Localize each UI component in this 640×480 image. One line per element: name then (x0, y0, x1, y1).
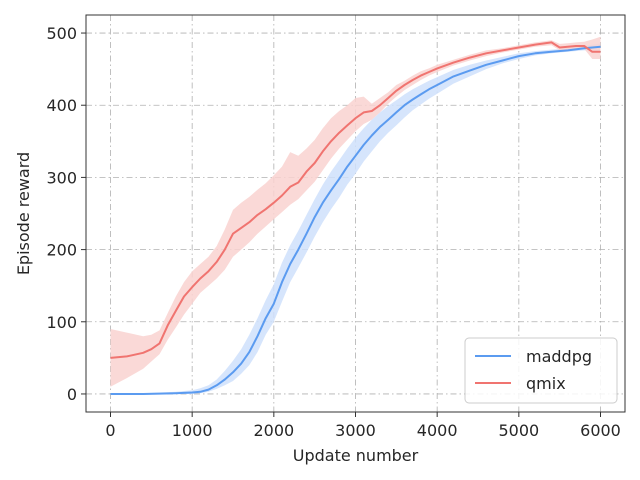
qmix-line (110, 41, 601, 359)
legend-box (464, 337, 618, 404)
legend: maddpg qmix (464, 337, 618, 404)
qmix-band (110, 36, 601, 387)
x-tick-label: 2000 (253, 421, 294, 440)
x-tick-label: 1000 (172, 421, 213, 440)
maddpg-line (110, 45, 601, 395)
maddpg-legend-label: maddpg (526, 347, 592, 366)
x-axis-label: Update number (293, 446, 419, 465)
x-tick-label: 3000 (335, 421, 376, 440)
y-axis-label: Episode reward (14, 152, 33, 275)
qmix-legend-label: qmix (526, 374, 566, 393)
x-tick-label: 5000 (498, 421, 539, 440)
y-tick-label: 200 (46, 241, 77, 260)
x-tick-label: 6000 (580, 421, 621, 440)
y-tick-label: 400 (46, 96, 77, 115)
x-tick-label: 4000 (417, 421, 458, 440)
x-tick-label: 0 (105, 421, 115, 440)
y-tick-label: 300 (46, 168, 77, 187)
series-lines (110, 41, 601, 395)
y-tick-label: 500 (46, 24, 77, 43)
confidence-bands (110, 36, 601, 394)
y-tick-label: 0 (67, 385, 77, 404)
axis-ticks: 0 1000 2000 3000 4000 5000 6000 0 100 200 300 400 50… (46, 24, 620, 440)
y-tick-label: 100 (46, 313, 77, 332)
